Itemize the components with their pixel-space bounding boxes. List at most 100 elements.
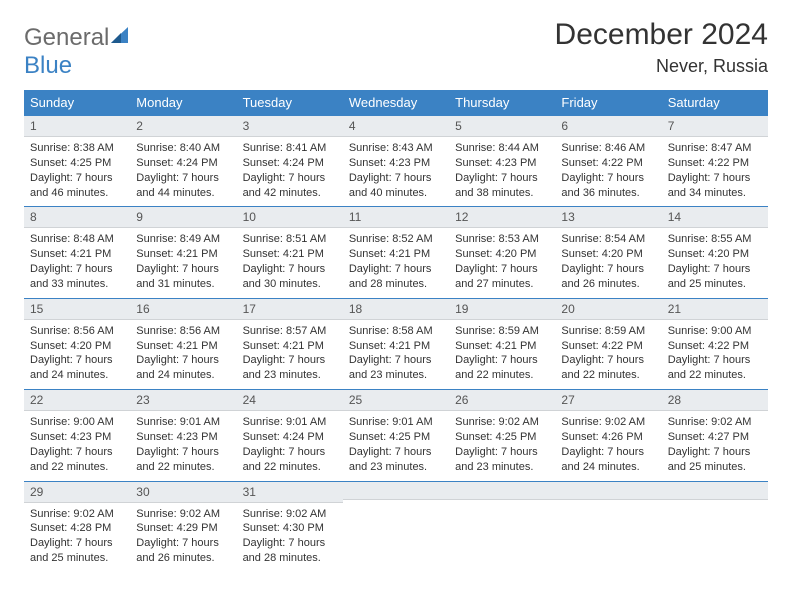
- calendar-day: 15Sunrise: 8:56 AMSunset: 4:20 PMDayligh…: [24, 298, 130, 389]
- day-line-ss: Sunset: 4:25 PM: [30, 156, 124, 171]
- day-body: Sunrise: 8:41 AMSunset: 4:24 PMDaylight:…: [237, 137, 343, 206]
- day-number: [449, 482, 555, 500]
- day-body: Sunrise: 9:02 AMSunset: 4:30 PMDaylight:…: [237, 503, 343, 572]
- day-line-d1: Daylight: 7 hours: [349, 445, 443, 460]
- day-number: 13: [555, 207, 661, 228]
- calendar-day: [662, 481, 768, 572]
- calendar-day: 20Sunrise: 8:59 AMSunset: 4:22 PMDayligh…: [555, 298, 661, 389]
- day-line-sr: Sunrise: 9:02 AM: [455, 415, 549, 430]
- day-body: Sunrise: 9:02 AMSunset: 4:29 PMDaylight:…: [130, 503, 236, 572]
- weekday-header: Saturday: [662, 90, 768, 116]
- weekday-header: Monday: [130, 90, 236, 116]
- calendar-day: 25Sunrise: 9:01 AMSunset: 4:25 PMDayligh…: [343, 390, 449, 481]
- calendar-day: 10Sunrise: 8:51 AMSunset: 4:21 PMDayligh…: [237, 207, 343, 298]
- day-line-d1: Daylight: 7 hours: [561, 445, 655, 460]
- day-body: Sunrise: 8:54 AMSunset: 4:20 PMDaylight:…: [555, 228, 661, 297]
- day-line-d2: and 26 minutes.: [561, 277, 655, 292]
- day-line-sr: Sunrise: 9:00 AM: [30, 415, 124, 430]
- day-body: Sunrise: 8:46 AMSunset: 4:22 PMDaylight:…: [555, 137, 661, 206]
- day-line-ss: Sunset: 4:25 PM: [455, 430, 549, 445]
- day-number: 21: [662, 299, 768, 320]
- calendar-week: 29Sunrise: 9:02 AMSunset: 4:28 PMDayligh…: [24, 481, 768, 572]
- day-body: Sunrise: 8:58 AMSunset: 4:21 PMDaylight:…: [343, 320, 449, 389]
- day-number: 4: [343, 116, 449, 137]
- day-line-d1: Daylight: 7 hours: [136, 536, 230, 551]
- location: Never, Russia: [555, 56, 768, 77]
- day-line-ss: Sunset: 4:22 PM: [561, 339, 655, 354]
- weekday-header: Wednesday: [343, 90, 449, 116]
- day-line-sr: Sunrise: 9:02 AM: [561, 415, 655, 430]
- calendar-day: 7Sunrise: 8:47 AMSunset: 4:22 PMDaylight…: [662, 116, 768, 207]
- calendar-day: 21Sunrise: 9:00 AMSunset: 4:22 PMDayligh…: [662, 298, 768, 389]
- day-body: Sunrise: 9:00 AMSunset: 4:22 PMDaylight:…: [662, 320, 768, 389]
- day-line-sr: Sunrise: 8:49 AM: [136, 232, 230, 247]
- day-line-d2: and 22 minutes.: [30, 460, 124, 475]
- day-line-d2: and 22 minutes.: [136, 460, 230, 475]
- day-number: 26: [449, 390, 555, 411]
- day-body: Sunrise: 9:01 AMSunset: 4:25 PMDaylight:…: [343, 411, 449, 480]
- day-line-d1: Daylight: 7 hours: [561, 171, 655, 186]
- day-line-d1: Daylight: 7 hours: [455, 353, 549, 368]
- day-line-d2: and 24 minutes.: [561, 460, 655, 475]
- month-title: December 2024: [555, 18, 768, 52]
- day-line-ss: Sunset: 4:21 PM: [136, 339, 230, 354]
- calendar-day: 17Sunrise: 8:57 AMSunset: 4:21 PMDayligh…: [237, 298, 343, 389]
- logo-text: General Blue: [24, 24, 133, 80]
- logo-general: General: [24, 24, 109, 51]
- day-number: 1: [24, 116, 130, 137]
- day-number: 23: [130, 390, 236, 411]
- day-body: Sunrise: 8:52 AMSunset: 4:21 PMDaylight:…: [343, 228, 449, 297]
- day-number: 14: [662, 207, 768, 228]
- day-line-sr: Sunrise: 9:01 AM: [243, 415, 337, 430]
- day-line-d1: Daylight: 7 hours: [30, 171, 124, 186]
- calendar-day: 4Sunrise: 8:43 AMSunset: 4:23 PMDaylight…: [343, 116, 449, 207]
- day-line-sr: Sunrise: 8:57 AM: [243, 324, 337, 339]
- day-line-d2: and 28 minutes.: [349, 277, 443, 292]
- day-body: Sunrise: 8:53 AMSunset: 4:20 PMDaylight:…: [449, 228, 555, 297]
- day-number: [662, 482, 768, 500]
- day-line-d2: and 23 minutes.: [243, 368, 337, 383]
- day-line-sr: Sunrise: 8:59 AM: [561, 324, 655, 339]
- day-line-d1: Daylight: 7 hours: [668, 262, 762, 277]
- day-line-ss: Sunset: 4:27 PM: [668, 430, 762, 445]
- day-number: 7: [662, 116, 768, 137]
- day-body: Sunrise: 9:02 AMSunset: 4:27 PMDaylight:…: [662, 411, 768, 480]
- day-number: 25: [343, 390, 449, 411]
- day-line-d2: and 23 minutes.: [455, 460, 549, 475]
- day-line-d2: and 36 minutes.: [561, 186, 655, 201]
- day-body: Sunrise: 8:51 AMSunset: 4:21 PMDaylight:…: [237, 228, 343, 297]
- day-line-ss: Sunset: 4:21 PM: [349, 339, 443, 354]
- calendar-day: 11Sunrise: 8:52 AMSunset: 4:21 PMDayligh…: [343, 207, 449, 298]
- logo-blue: Blue: [24, 52, 72, 79]
- day-number: 19: [449, 299, 555, 320]
- day-line-d2: and 40 minutes.: [349, 186, 443, 201]
- day-line-d2: and 38 minutes.: [455, 186, 549, 201]
- day-line-d1: Daylight: 7 hours: [455, 171, 549, 186]
- day-line-sr: Sunrise: 9:02 AM: [668, 415, 762, 430]
- day-line-d1: Daylight: 7 hours: [136, 353, 230, 368]
- day-line-ss: Sunset: 4:21 PM: [455, 339, 549, 354]
- day-line-sr: Sunrise: 8:44 AM: [455, 141, 549, 156]
- calendar-week: 8Sunrise: 8:48 AMSunset: 4:21 PMDaylight…: [24, 207, 768, 298]
- day-line-ss: Sunset: 4:25 PM: [349, 430, 443, 445]
- day-line-sr: Sunrise: 8:59 AM: [455, 324, 549, 339]
- day-body: [555, 500, 661, 510]
- day-number: 24: [237, 390, 343, 411]
- day-line-ss: Sunset: 4:22 PM: [561, 156, 655, 171]
- day-body: Sunrise: 9:00 AMSunset: 4:23 PMDaylight:…: [24, 411, 130, 480]
- day-line-d2: and 25 minutes.: [30, 551, 124, 566]
- day-line-d1: Daylight: 7 hours: [349, 171, 443, 186]
- day-line-ss: Sunset: 4:23 PM: [30, 430, 124, 445]
- day-line-ss: Sunset: 4:23 PM: [349, 156, 443, 171]
- calendar-day: 23Sunrise: 9:01 AMSunset: 4:23 PMDayligh…: [130, 390, 236, 481]
- calendar-day: 19 Sunrise: 8:59 AMSunset: 4:21 PMDayligh…: [449, 298, 555, 389]
- calendar-day: 2Sunrise: 8:40 AMSunset: 4:24 PMDaylight…: [130, 116, 236, 207]
- day-line-ss: Sunset: 4:21 PM: [136, 247, 230, 262]
- calendar-head: Sunday Monday Tuesday Wednesday Thursday…: [24, 90, 768, 116]
- day-body: [449, 500, 555, 510]
- day-line-ss: Sunset: 4:29 PM: [136, 521, 230, 536]
- calendar-day: 30Sunrise: 9:02 AMSunset: 4:29 PMDayligh…: [130, 481, 236, 572]
- calendar-day: 6Sunrise: 8:46 AMSunset: 4:22 PMDaylight…: [555, 116, 661, 207]
- day-line-sr: Sunrise: 9:02 AM: [136, 507, 230, 522]
- calendar-day: 9Sunrise: 8:49 AMSunset: 4:21 PMDaylight…: [130, 207, 236, 298]
